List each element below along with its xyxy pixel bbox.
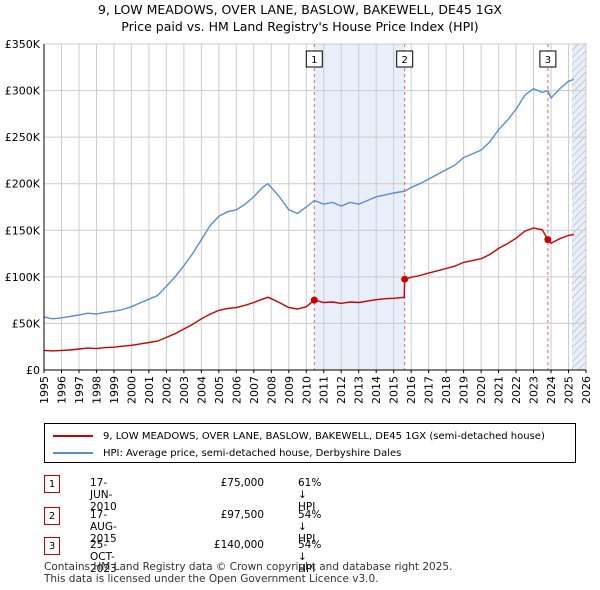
footer-copyright: Contains HM Land Registry data © Crown c… [44,561,453,573]
x-tick-label: 1995 [38,376,51,404]
legend-swatch-property [53,435,93,437]
legend-item-property: 9, LOW MEADOWS, OVER LANE, BASLOW, BAKEW… [53,428,545,444]
transaction-number: 1 [44,475,60,493]
x-tick-label: 2008 [265,376,278,404]
x-tick-label: 2019 [458,376,471,404]
transaction-price: £75,000 [220,477,264,489]
y-tick-label: £350K [5,38,41,51]
legend: 9, LOW MEADOWS, OVER LANE, BASLOW, BAKEW… [44,423,576,463]
y-tick-label: £150K [5,224,41,237]
y-tick-label: £300K [5,85,41,98]
x-tick-label: 2002 [160,376,173,404]
price-chart: 1 2 3 £0 £50K £100K £150K £200K £250K £300K £350K 1… [5,38,593,404]
x-tick-label: 2024 [545,376,558,404]
transaction-marker-label: 2 [402,55,408,66]
transaction-marker-label: 1 [311,55,317,66]
legend-label-property: 9, LOW MEADOWS, OVER LANE, BASLOW, BAKEW… [103,430,545,442]
x-tick-label: 2004 [195,376,208,404]
x-tick-label: 1996 [55,376,68,404]
x-tick-label: 2023 [528,376,541,404]
y-tick-label: £0 [26,364,40,377]
transaction-marker-label: 3 [545,55,551,66]
x-tick-label: 2005 [213,376,226,404]
y-tick-label: £50K [12,317,41,330]
transaction-price: £97,500 [220,509,264,521]
chart-subtitle: Price paid vs. HM Land Registry's House … [121,19,479,34]
shaded-range [314,44,405,370]
transaction-marker-box [396,50,414,68]
x-tick-label: 2022 [510,376,523,404]
hpi-line [43,78,575,320]
x-tick-label: 2018 [440,376,453,404]
x-tick-label: 2014 [370,376,383,404]
x-tick-label: 2007 [248,376,261,404]
x-tick-label: 2009 [283,376,296,404]
transaction-price: £140,000 [213,539,264,551]
x-tick-label: 1999 [108,376,121,404]
legend-label-hpi: HPI: Average price, semi-detached house,… [103,447,402,459]
x-tick-label: 2013 [353,376,366,404]
transaction-hpi: 54% ↓ HPI [298,539,322,575]
footer-licence: This data is licensed under the Open Gov… [44,573,379,585]
x-tick-label: 2003 [178,376,191,404]
x-tick-label: 2001 [143,376,156,404]
transaction-point [401,275,409,283]
transaction-date: 17-AUG-2015 [90,509,117,545]
y-tick-label: £250K [5,131,41,144]
x-tick-label: 1997 [73,376,86,404]
x-tick-label: 2016 [405,376,418,404]
transaction-marker-box [305,50,323,68]
transaction-point [310,296,318,304]
transaction-date: 25-OCT-2023 [90,539,117,575]
legend-item-hpi: HPI: Average price, semi-detached house,… [53,445,401,461]
x-tick-label: 2012 [335,376,348,404]
x-tick-label: 2026 [580,376,593,404]
x-tick-label: 2006 [230,376,243,404]
chart-title: 9, LOW MEADOWS, OVER LANE, BASLOW, BAKEW… [98,2,502,17]
transaction-hpi: 61% ↓ HPI [298,477,322,513]
transaction-marker-box [539,50,557,68]
transaction-point [544,236,552,244]
x-tick-label: 2025 [563,376,576,404]
x-tick-label: 1998 [90,376,103,404]
x-tick-label: 2010 [300,376,313,404]
transaction-number: 3 [44,537,60,555]
x-tick-label: 2011 [318,376,331,404]
y-tick-label: £200K [5,178,41,191]
x-tick-label: 2015 [388,376,401,404]
future-hatch [572,44,586,370]
transaction-number: 2 [44,507,60,525]
legend-swatch-hpi [53,452,93,454]
x-tick-label: 2000 [125,376,138,404]
x-tick-label: 2017 [423,376,436,404]
property-line [43,227,574,352]
transaction-date: 17-JUN-2010 [90,477,117,513]
y-tick-label: £100K [5,271,41,284]
x-tick-label: 2021 [493,376,506,404]
x-tick-label: 2020 [475,376,488,404]
transaction-hpi: 54% ↓ HPI [298,509,322,545]
